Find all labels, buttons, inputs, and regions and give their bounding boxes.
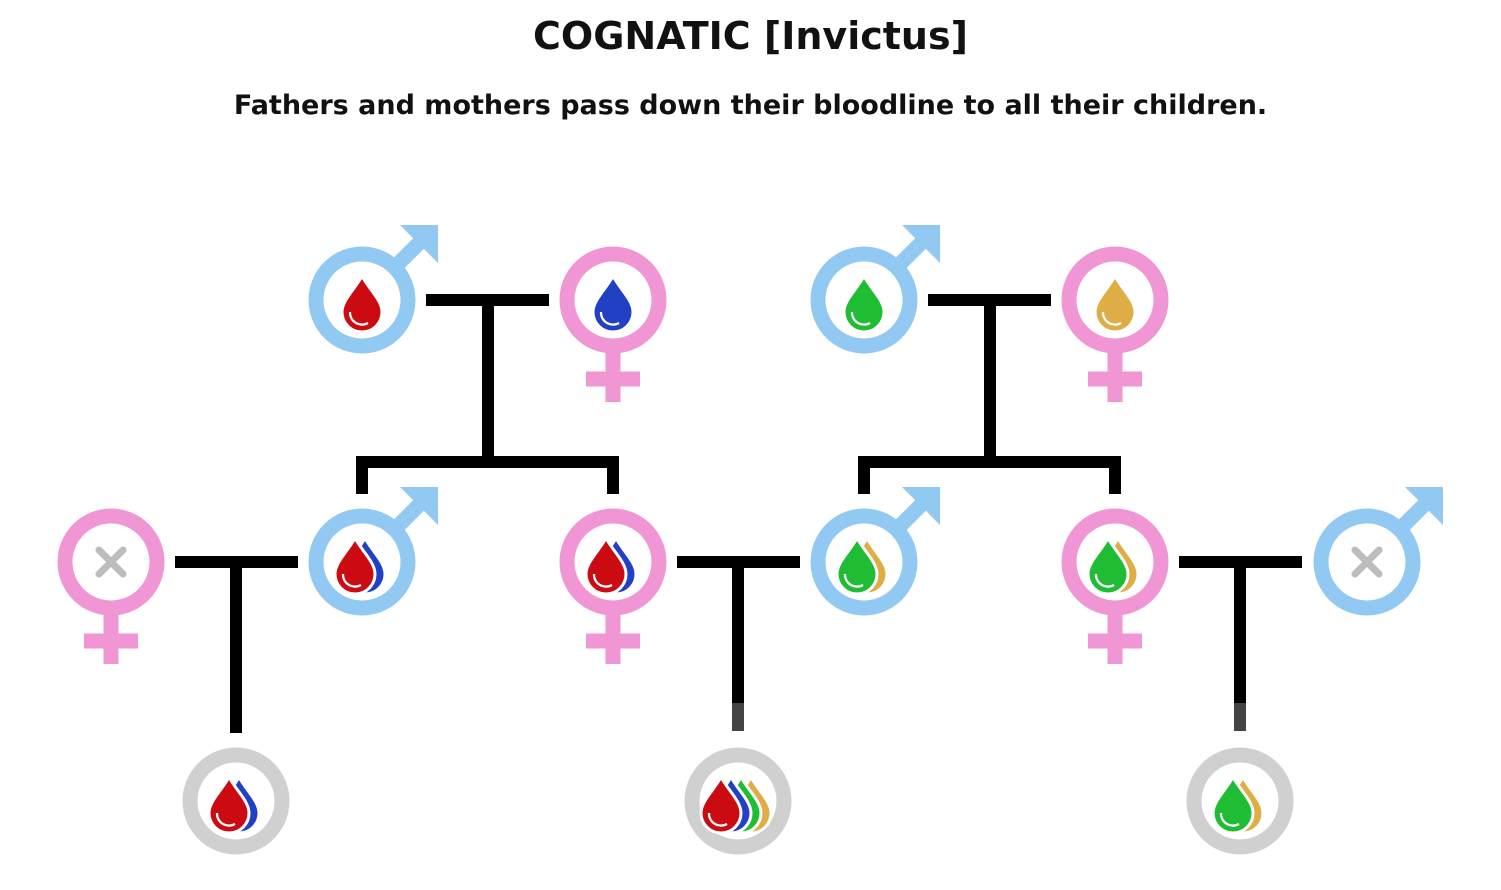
male-symbol-p-outsider-father	[1313, 487, 1443, 616]
female-symbol-gp2-mother	[1061, 246, 1169, 402]
blood-drop-highlight	[843, 573, 864, 588]
blood-drop-highlight	[1219, 812, 1240, 827]
female-symbol-gp1-mother	[559, 246, 667, 402]
male-arrowhead	[1405, 487, 1443, 525]
child-symbol-c-1	[182, 747, 290, 855]
male-symbol-p-son-2	[810, 487, 940, 616]
page-title: COGNATIC [Invictus]	[533, 14, 968, 58]
page-subtitle: Fathers and mothers pass down their bloo…	[233, 90, 1268, 121]
male-arrowhead	[902, 225, 940, 263]
male-arrowhead	[400, 487, 438, 525]
blood-drop-highlight	[1101, 311, 1122, 326]
male-symbol-gp1-father	[308, 225, 438, 354]
blood-drop-highlight	[599, 311, 620, 326]
male-symbol-p-son-1	[308, 487, 438, 616]
no-bloodline-x-icon	[95, 546, 127, 578]
blood-drop-highlight	[592, 573, 613, 588]
male-symbol-gp2-father	[810, 225, 940, 354]
female-symbol-p-daughter-1	[559, 508, 667, 664]
blood-drop-highlight	[850, 311, 871, 326]
no-bloodline-x-icon	[1351, 546, 1383, 578]
male-arrowhead	[902, 487, 940, 525]
child-symbol-c-2	[684, 747, 792, 855]
person-nodes	[57, 225, 1443, 855]
connector-lines	[175, 294, 1302, 733]
blood-drop-highlight	[1094, 573, 1115, 588]
female-symbol-p-outsider-mother	[57, 508, 165, 664]
blood-drop-highlight	[707, 812, 728, 827]
female-symbol-p-daughter-2	[1061, 508, 1169, 664]
child-symbol-c-3	[1186, 747, 1294, 855]
blood-drop-highlight	[341, 573, 362, 588]
blood-drop-highlight	[215, 812, 236, 827]
blood-drop-highlight	[348, 311, 369, 326]
male-arrowhead	[400, 225, 438, 263]
